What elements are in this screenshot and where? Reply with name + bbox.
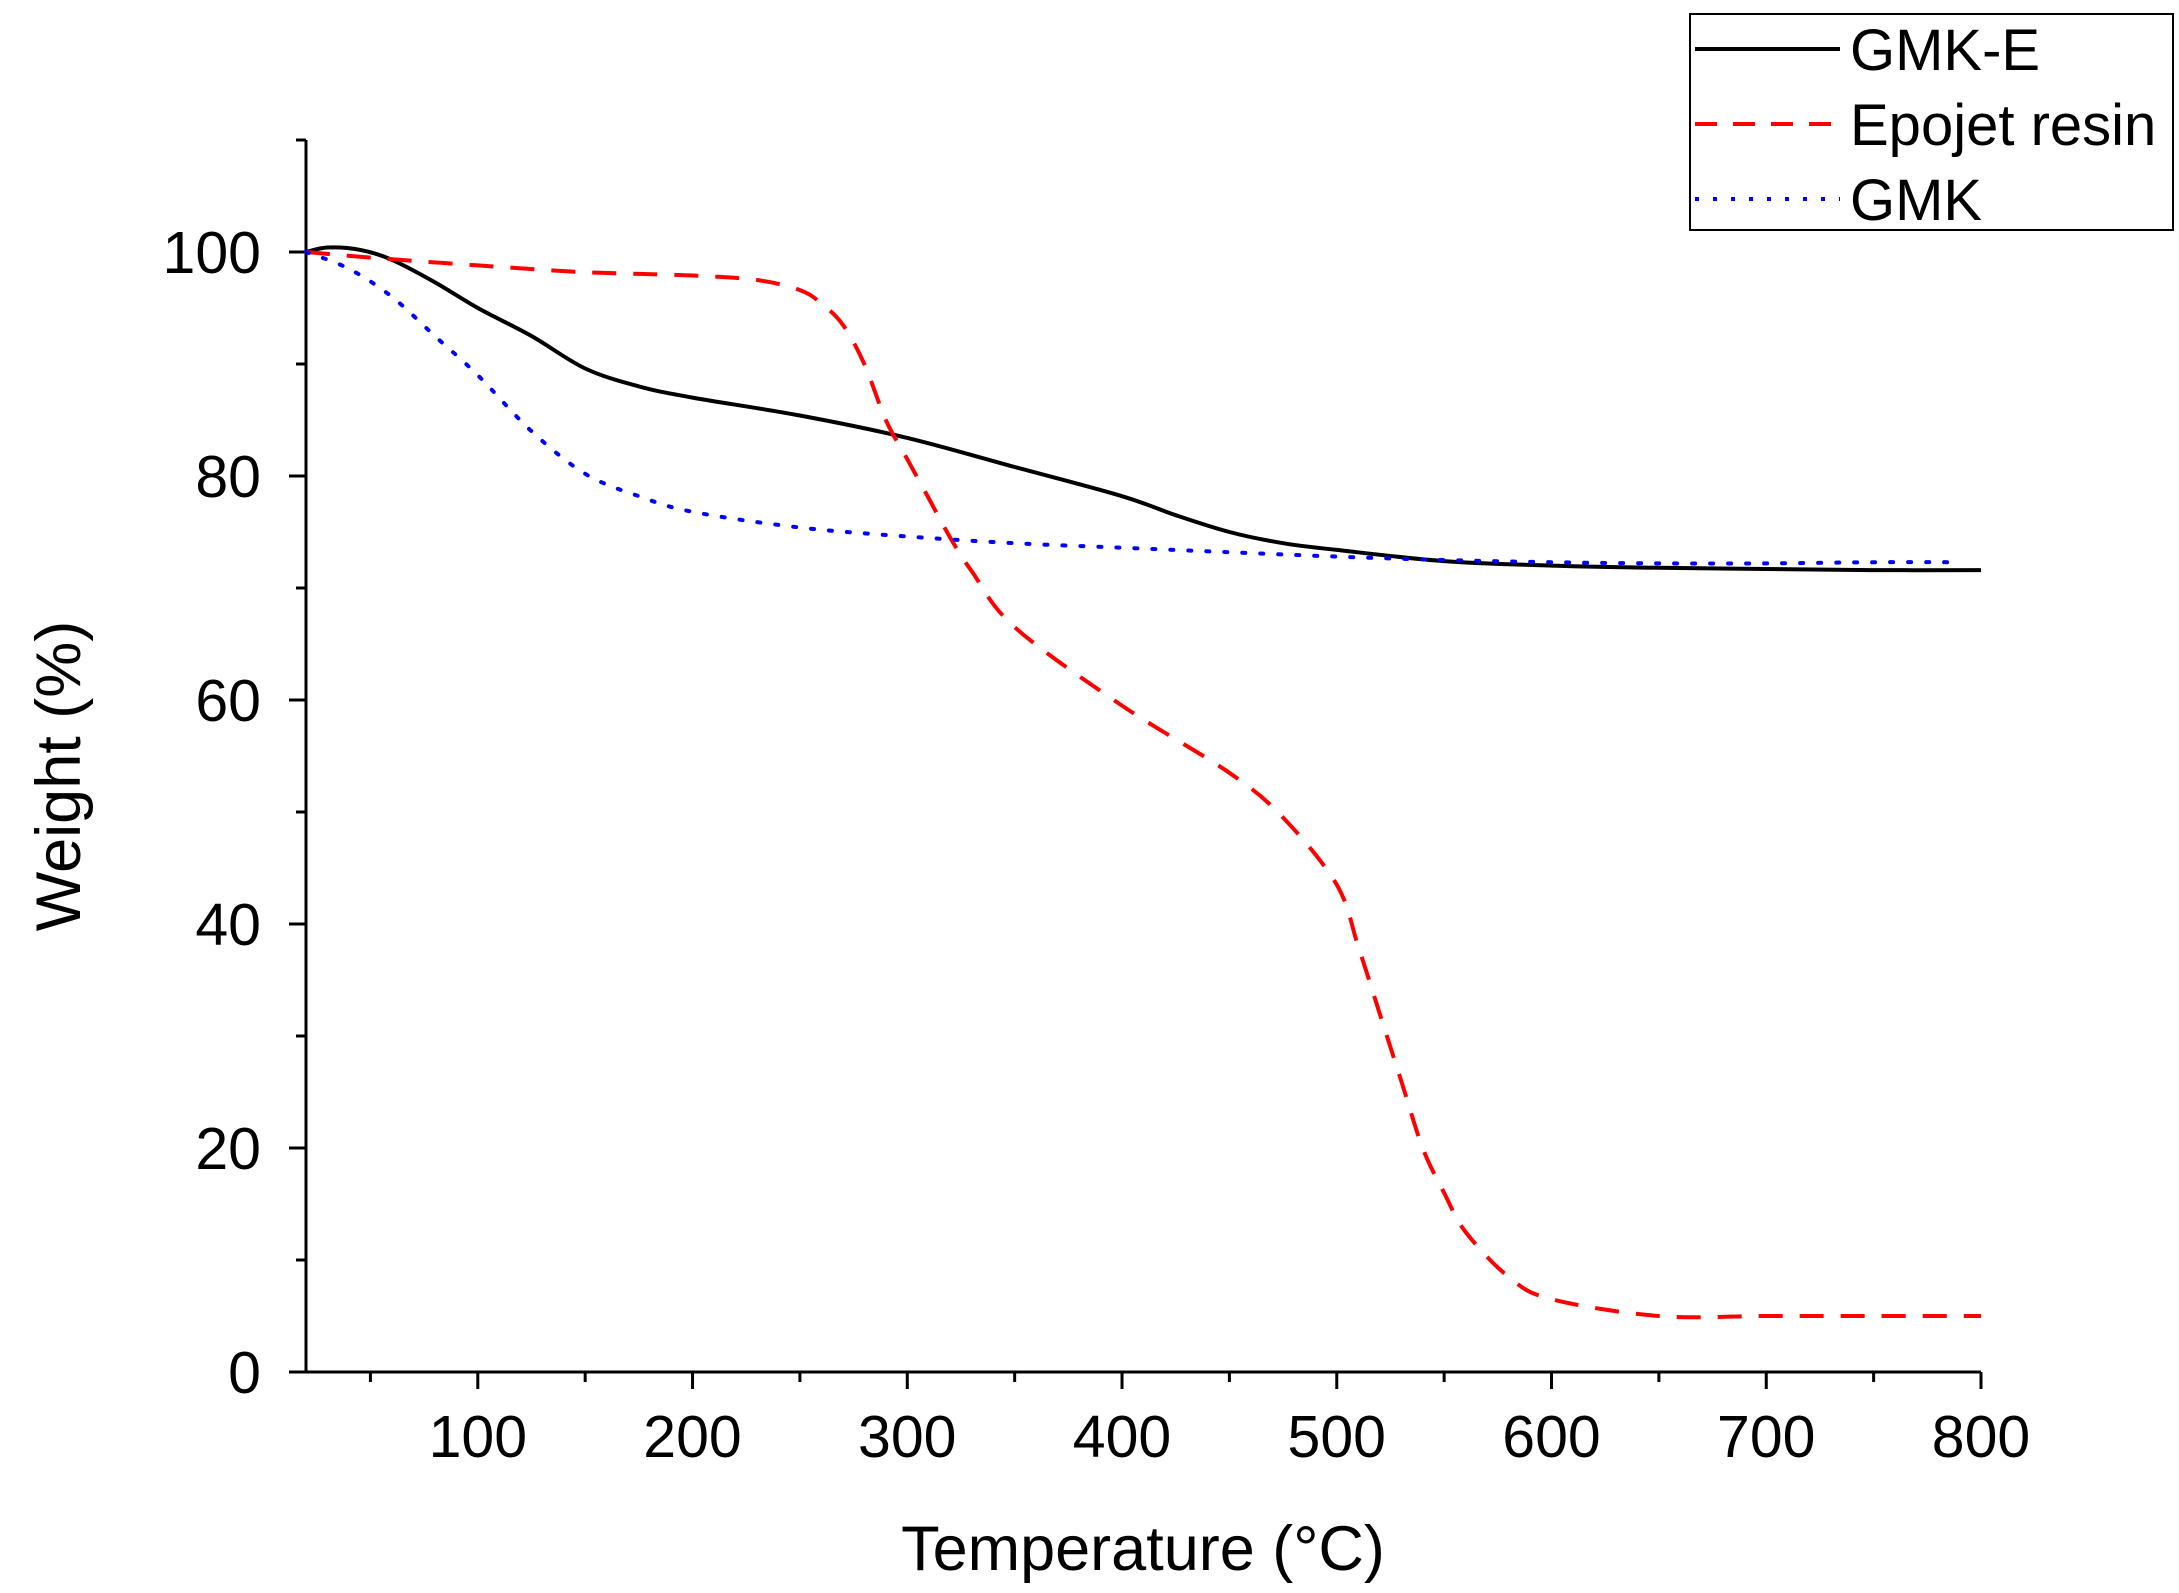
x-tick-label: 700 bbox=[1717, 1404, 1815, 1470]
x-tick-label: 500 bbox=[1288, 1404, 1386, 1470]
y-tick-label: 60 bbox=[195, 668, 261, 734]
legend-label-epojet-resin: Epojet resin bbox=[1850, 93, 2156, 158]
axes bbox=[304, 140, 1981, 1374]
series-line-gmk bbox=[304, 250, 1962, 566]
y-axis-title: Weight (%) bbox=[24, 621, 94, 931]
x-tick-label: 400 bbox=[1073, 1404, 1171, 1470]
x-tick-label: 600 bbox=[1502, 1404, 1600, 1470]
y-tick-label: 80 bbox=[195, 444, 261, 510]
legend-label-gmk-e: GMK-E bbox=[1850, 18, 2040, 83]
x-axis-title: Temperature (°C) bbox=[901, 1514, 1385, 1584]
y-tick-label: 20 bbox=[195, 1116, 261, 1182]
legend-label-gmk: GMK bbox=[1850, 168, 1982, 233]
x-tick-label: 100 bbox=[429, 1404, 527, 1470]
ticks bbox=[289, 138, 1983, 1389]
plot-lines bbox=[304, 245, 1982, 1320]
y-tick-label: 40 bbox=[195, 892, 261, 958]
series-line-gmk-e bbox=[305, 245, 1982, 573]
x-tick-label: 200 bbox=[643, 1404, 741, 1470]
y-tick-label: 0 bbox=[228, 1340, 261, 1406]
series-line-epojet-resin bbox=[305, 250, 1981, 1320]
y-tick-label: 100 bbox=[163, 220, 261, 286]
legend: GMK-E Epojet resin GMK bbox=[1689, 13, 2174, 233]
tick-labels: 100 200 300 400 500 600 700 800 0 20 40 60 80 100 bbox=[163, 220, 2031, 1470]
x-tick-label: 300 bbox=[858, 1404, 956, 1470]
x-tick-label: 800 bbox=[1932, 1404, 2030, 1470]
